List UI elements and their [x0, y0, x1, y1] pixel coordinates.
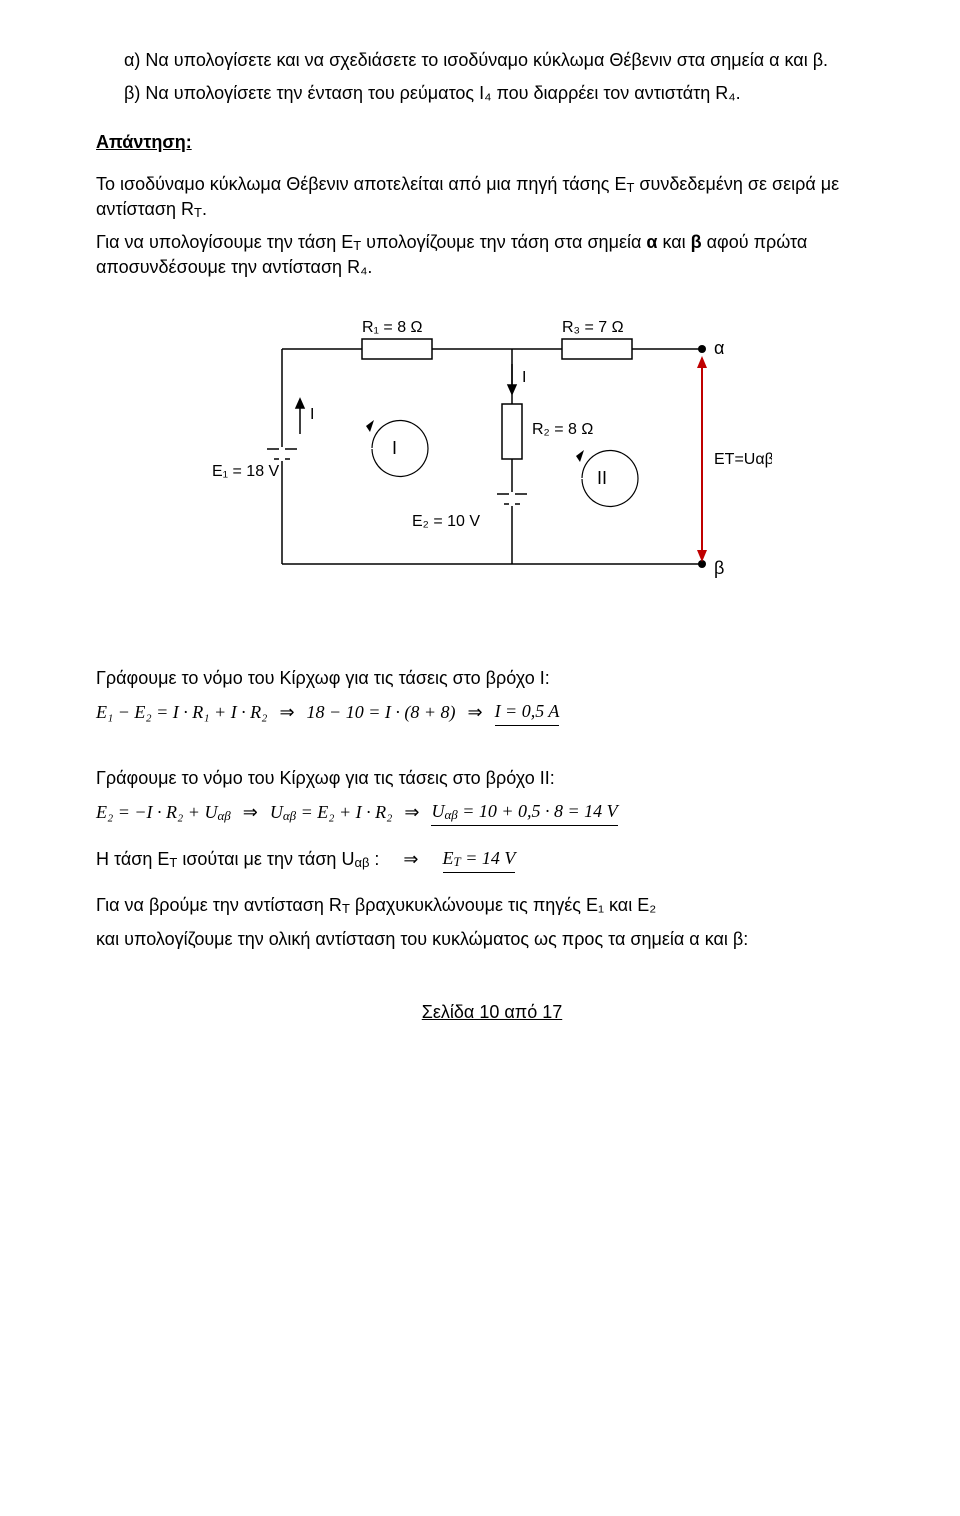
r1-label: R₁ = 8 Ω	[362, 319, 423, 336]
et-uab-label: EΤ=Uαβ	[714, 451, 772, 468]
equation-1: E₁ − E₂ = I · R₁ + I · R₂ ⇒ 18 − 10 = I …	[96, 699, 888, 726]
question-a: α) Να υπολογίσετε και να σχεδιάσετε το ι…	[96, 48, 888, 73]
et-line: Η τάση EΤ ισούται με την τάση Uαβ : ⇒ EΤ…	[96, 846, 888, 873]
loop-1-label: I	[392, 438, 397, 458]
circuit-diagram: I I I II R₁ = 8 Ω R₃ = 7 Ω R₂ = 8 Ω E₁ =…	[212, 304, 772, 641]
final-p2: και υπολογίζουμε την ολική αντίσταση του…	[96, 927, 888, 952]
page-footer: Σελίδα 10 από 17	[96, 1000, 888, 1025]
loop2-text: Γράφουμε το νόμο του Κίρχωφ για τις τάσε…	[96, 766, 888, 791]
e2-label: E₂ = 10 V	[412, 513, 480, 530]
loop1-text: Γράφουμε το νόμο του Κίρχωφ για τις τάσε…	[96, 666, 888, 691]
beta-node-label: β	[714, 558, 724, 578]
answer-heading: Απάντηση:	[96, 130, 888, 155]
answer-label: Απάντηση:	[96, 132, 192, 152]
i-label-mid: I	[522, 369, 526, 386]
final-p1: Για να βρούμε την αντίσταση RΤ βραχυκυκλ…	[96, 893, 888, 918]
answer-p1: Το ισοδύναμο κύκλωμα Θέβενιν αποτελείται…	[96, 172, 888, 222]
alpha-node-label: α	[714, 338, 724, 358]
question-b: β) Να υπολογίσετε την ένταση του ρεύματο…	[96, 81, 888, 106]
e1-label: E₁ = 18 V	[212, 463, 280, 480]
r3-label: R₃ = 7 Ω	[562, 319, 624, 336]
r2-label: R₂ = 8 Ω	[532, 421, 593, 438]
i-label-left: I	[310, 406, 314, 423]
equation-2: E₂ = −I · R₂ + Uαβ ⇒ Uαβ = E₂ + I · R₂ ⇒…	[96, 799, 888, 826]
answer-p2: Για να υπολογίσουμε την τάση EΤ υπολογίζ…	[96, 230, 888, 280]
loop-2-label: II	[597, 468, 607, 488]
